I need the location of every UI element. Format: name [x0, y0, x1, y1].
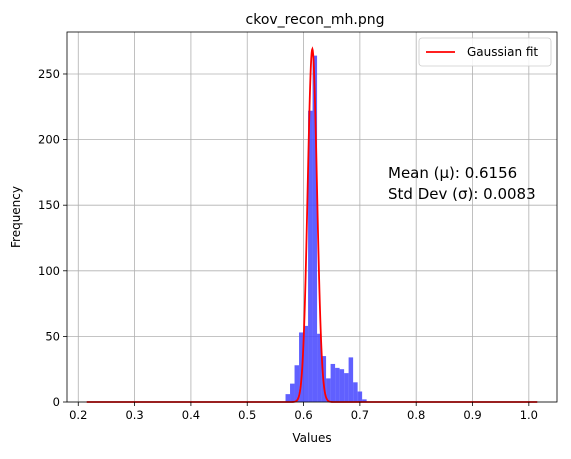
y-tick-label: 200 [38, 133, 60, 147]
legend: Gaussian fit [418, 37, 552, 67]
histogram-bar [339, 369, 345, 402]
legend-box [418, 37, 552, 67]
x-tick-label: 1.0 [520, 408, 538, 422]
histogram-bar [290, 383, 295, 402]
plot-area [66, 31, 558, 403]
x-axis-label: Values [292, 431, 331, 445]
y-tick-label: 0 [53, 395, 60, 409]
x-axis-ticks: 0.2 0.3 0.4 0.5 0.6 0.7 0.8 0.9 1.0 [69, 402, 538, 422]
histogram-bar [330, 363, 336, 402]
legend-fit-label: Gaussian fit [467, 45, 538, 59]
histogram-bar [344, 373, 349, 402]
histogram-bar [326, 378, 331, 402]
histogram-bar [335, 367, 340, 402]
histogram-bars [285, 55, 367, 403]
histogram-bar [285, 394, 291, 402]
x-tick-label: 0.3 [125, 408, 143, 422]
histogram-bar [357, 391, 363, 402]
histogram-bar [303, 325, 309, 402]
x-tick-label: 0.5 [238, 408, 256, 422]
y-tick-label: 100 [38, 264, 60, 278]
stats-annotation: Mean (μ): 0.6156 Std Dev (σ): 0.0083 [388, 164, 536, 203]
y-tick-label: 250 [38, 67, 60, 81]
y-tick-label: 50 [45, 329, 60, 343]
plot-frame [66, 31, 558, 403]
chart-title: ckov_recon_mh.png [246, 12, 385, 28]
mean-annotation: Mean (μ): 0.6156 [388, 164, 517, 182]
histogram-bar [353, 382, 358, 402]
histogram-bar [317, 333, 322, 402]
x-tick-label: 0.2 [69, 408, 87, 422]
histogram-bar [312, 55, 318, 403]
x-tick-label: 0.8 [407, 408, 425, 422]
x-tick-label: 0.7 [351, 408, 369, 422]
histogram-bar [299, 332, 304, 402]
std-annotation: Std Dev (σ): 0.0083 [388, 185, 536, 203]
x-tick-label: 0.6 [294, 408, 312, 422]
histogram-bar [294, 365, 300, 402]
x-tick-label: 0.9 [463, 408, 481, 422]
y-tick-label: 150 [38, 198, 60, 212]
histogram-bar [308, 110, 313, 403]
y-axis-ticks: 0 50 100 150 200 250 [38, 67, 67, 409]
histogram-bar [362, 399, 367, 402]
x-tick-label: 0.4 [182, 408, 200, 422]
histogram-bar [348, 357, 354, 402]
y-axis-label: Frequency [9, 186, 23, 248]
